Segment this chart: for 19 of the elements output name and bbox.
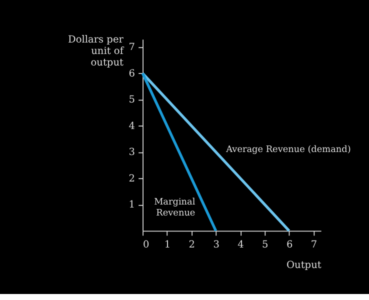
y-tick-label: 2 bbox=[128, 173, 136, 184]
y-tick-label: 1 bbox=[128, 200, 136, 211]
annotation: Marginal Revenue bbox=[154, 198, 196, 218]
x-tick-label: 2 bbox=[188, 239, 196, 250]
x-tick-label: 7 bbox=[310, 239, 318, 250]
x-tick-label: 1 bbox=[164, 239, 171, 250]
y-tick-label: 5 bbox=[128, 94, 136, 106]
x-tick-label: 5 bbox=[262, 239, 268, 250]
y-tick-label: 4 bbox=[128, 120, 136, 132]
x-tick-label: 4 bbox=[238, 239, 244, 250]
x-axis-title: Output bbox=[286, 260, 322, 271]
x-tick-label: 0 bbox=[143, 239, 150, 250]
annotation: Average Revenue (demand) bbox=[225, 144, 351, 155]
x-tick-label: 3 bbox=[213, 239, 220, 250]
x-tick-label: 6 bbox=[286, 239, 293, 250]
y-axis-title: Dollars per unit of output bbox=[68, 34, 125, 68]
y-tick-label: 3 bbox=[128, 147, 136, 158]
y-tick-label: 7 bbox=[128, 42, 136, 54]
y-tick-label: 6 bbox=[128, 68, 136, 80]
